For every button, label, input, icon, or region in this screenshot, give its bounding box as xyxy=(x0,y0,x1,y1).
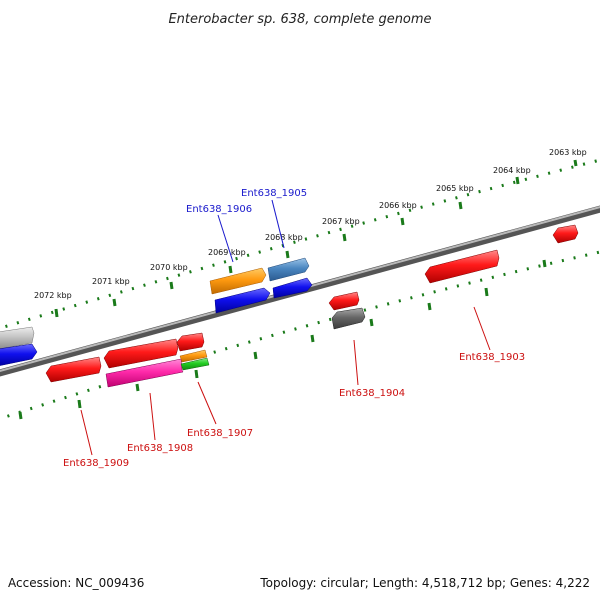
major-tick xyxy=(342,233,347,242)
leader-line xyxy=(217,214,234,263)
gene-reverse-red[interactable] xyxy=(176,332,205,352)
tick-label: 2068 kbp xyxy=(265,233,303,242)
gene-reverse-orange[interactable] xyxy=(179,349,208,363)
gene-label[interactable]: Ent638_1904 xyxy=(339,388,405,399)
leader-line xyxy=(149,392,156,441)
tick-label: 2065 kbp xyxy=(436,184,474,193)
outer-tick-track xyxy=(0,158,600,330)
gene-label[interactable]: Ent638_1908 xyxy=(127,443,193,454)
major-tick xyxy=(458,201,463,210)
gene-label[interactable]: Ent638_1909 xyxy=(63,458,129,469)
label-leaders xyxy=(80,199,491,456)
gene-forward-blue[interactable] xyxy=(214,287,271,314)
tick-label: 2071 kbp xyxy=(92,277,130,286)
major-tick xyxy=(427,302,432,311)
leader-line xyxy=(353,339,359,386)
leader-line xyxy=(80,409,93,456)
reverse-genes xyxy=(45,224,579,388)
gene-reverse-green[interactable] xyxy=(180,357,210,371)
gene-forward-blue[interactable] xyxy=(272,277,313,299)
tick-label: 2070 kbp xyxy=(150,263,188,272)
tick-label: 2063 kbp xyxy=(549,148,587,157)
major-tick xyxy=(253,351,258,360)
leader-line xyxy=(473,306,491,351)
leader-line xyxy=(271,199,285,249)
major-tick xyxy=(18,411,23,420)
major-tick xyxy=(484,287,489,297)
major-tick xyxy=(194,369,199,379)
gene-label[interactable]: Ent638_1907 xyxy=(187,428,253,439)
major-tick xyxy=(54,308,59,318)
major-tick xyxy=(77,399,82,409)
tick-label: 2066 kbp xyxy=(379,201,417,210)
gene-reverse-red[interactable] xyxy=(424,249,500,284)
major-tick xyxy=(542,259,547,268)
gene-forward-steel[interactable] xyxy=(267,257,310,282)
gene-forward-orange[interactable] xyxy=(209,267,267,295)
gene-forward-blue xyxy=(0,343,38,366)
tick-label: 2067 kbp xyxy=(322,217,360,226)
topology-text: Topology: circular; Length: 4,518,712 bp… xyxy=(260,576,590,590)
forward-genes xyxy=(0,257,313,366)
major-tick xyxy=(369,318,374,327)
major-tick xyxy=(515,176,520,185)
gene-reverse-darkgray[interactable] xyxy=(331,307,366,330)
map-title: Enterobacter sp. 638, complete genome xyxy=(168,12,431,27)
tick-labels: 2063 kbp 2064 kbp 2065 kbp 2066 kbp 2067… xyxy=(34,148,587,300)
tick-label: 2064 kbp xyxy=(493,166,531,175)
tick-label: 2072 kbp xyxy=(34,291,72,300)
major-tick xyxy=(310,334,315,343)
major-tick xyxy=(573,159,578,167)
gene-label[interactable]: Ent638_1906 xyxy=(186,204,252,215)
major-tick xyxy=(285,250,290,259)
accession-text: Accession: NC_009436 xyxy=(8,576,145,590)
gene-label[interactable]: Ent638_1905 xyxy=(241,188,307,199)
major-tick xyxy=(112,298,117,307)
major-tick xyxy=(169,281,174,290)
major-ticks xyxy=(18,159,578,420)
tick-label: 2069 kbp xyxy=(208,248,246,257)
gene-labels: Ent638_1905 Ent638_1906 Ent638_1903 Ent6… xyxy=(63,188,525,469)
major-tick xyxy=(228,265,233,274)
gene-reverse-red[interactable] xyxy=(45,356,102,383)
gene-forward-lightgray xyxy=(0,326,35,349)
inner-tick-track xyxy=(0,250,600,421)
gene-label[interactable]: Ent638_1903 xyxy=(459,352,525,363)
gene-reverse-pink[interactable] xyxy=(105,358,184,388)
leader-line xyxy=(197,381,217,425)
major-tick xyxy=(400,217,405,226)
gene-reverse-red[interactable] xyxy=(328,291,360,311)
gene-reverse-red[interactable] xyxy=(103,338,179,369)
gene-reverse-red[interactable] xyxy=(552,224,579,244)
major-tick xyxy=(135,383,140,392)
